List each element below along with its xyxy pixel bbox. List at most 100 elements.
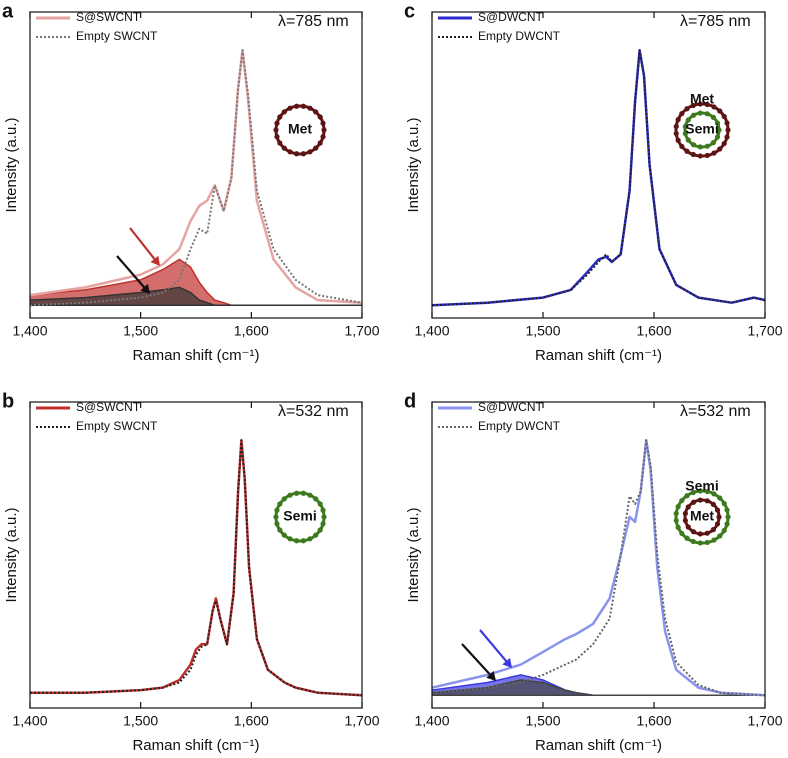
tube-atom [710,140,716,146]
arrow-head [486,670,496,681]
tube-atom [293,490,300,496]
tube-atom [716,127,722,133]
tube-atom [724,521,730,527]
tube-atom [673,517,679,524]
tube-atom [721,113,727,120]
area [30,286,362,307]
tube-atom [716,514,722,520]
annotation: λ=532 nm [278,403,349,420]
tube-atom [710,527,716,533]
tube-atom [714,507,721,513]
plot-area [30,438,362,697]
x-axis-label: Raman shift (cm⁻¹) [132,347,259,364]
arrow-shaft [116,255,147,291]
tube-atom [682,517,688,524]
x-axis-label: Raman shift (cm⁻¹) [535,737,662,754]
annotation: λ=785 nm [278,13,349,30]
x-tick-label: 1,700 [344,323,379,339]
tube-atom [287,105,293,111]
tube-atom [274,521,280,527]
tube-atom [704,488,710,495]
x-tick-label: 1,400 [12,323,47,339]
tube-atom [711,537,717,543]
line [432,49,765,307]
tube-atom [320,507,326,513]
tube-atom [293,103,300,109]
tube-atom [690,538,696,545]
tube-atom [685,117,691,123]
tube-atom [684,106,690,112]
tube-atom [675,524,681,530]
legend-label: S@DWCNT [478,10,544,24]
tube-label: Semi [685,121,718,137]
tube-atom [293,151,300,157]
tube-atom [725,127,731,133]
panel-label: b [2,390,14,412]
panel-label: d [404,390,416,412]
tube-label: Semi [685,478,718,494]
x-tick-label: 1,500 [123,323,158,339]
tube-atom [300,151,307,157]
panel-label: a [2,0,14,22]
tube-atom [287,536,293,542]
tube-atom [679,110,685,117]
legend-label: S@SWCNT [76,400,141,414]
line [30,49,362,307]
panel: 1,400 1,500 1,600 1,700 Raman shift (cm⁻¹) In… [2,390,380,754]
tube-atom [679,497,685,504]
tube-atom [307,105,313,111]
panel: 1,400 1,500 1,600 1,700 Raman shift (cm⁻¹) In… [404,0,783,364]
tube-atom [684,535,690,541]
tube-atom [313,496,319,502]
frame [29,401,363,709]
arrow-shaft [479,629,509,665]
tube-atom [724,120,730,126]
tube-atom [710,114,716,120]
tube-atom [675,117,681,123]
legend-label: S@DWCNT [478,400,544,414]
x-tick-label: 1,500 [123,713,158,729]
tube-atom [274,507,280,513]
tube-atom [711,104,717,110]
x-axis-label: Raman shift (cm⁻¹) [535,347,662,364]
tube-atom [721,140,727,147]
arrow-shaft [461,643,493,678]
tube-atom [293,538,300,544]
tube-atom [685,504,691,510]
tube-atom [711,491,717,497]
tube-atom [717,146,723,152]
arrow-head [150,255,160,266]
tube-atom [682,510,688,517]
tube-atom [317,114,323,120]
tube-atom [287,149,293,155]
tube-atom [682,123,688,130]
tube-atom [690,499,697,505]
line [432,48,765,307]
line [30,48,362,304]
tube-atom [281,532,287,538]
legend-label: S@SWCNT [76,10,141,24]
tube-atom [313,532,319,538]
tube-atom [697,488,703,494]
tube-atom [307,492,313,498]
x-tick-label: 1,700 [747,323,782,339]
plot-area [30,48,362,307]
x-tick-label: 1,700 [344,713,379,729]
tube-atom [317,527,323,533]
tube-atom [675,137,681,143]
tube-atom [721,527,727,534]
panel: 1,400 1,500 1,600 1,700 Raman shift (cm⁻¹) In… [404,390,783,754]
tube-atom [684,148,690,154]
tube-atom [721,500,727,507]
tube-atom [685,137,691,143]
tube-atom [281,145,287,151]
tube-atom [690,102,696,109]
tube-atom [300,490,307,496]
tube-atom [710,501,716,507]
tube-atom [704,539,710,546]
tube-atom [714,134,721,140]
tube-atom [321,127,327,133]
arrow-head [140,283,150,294]
tube-atom [673,510,679,517]
tube-atom [717,495,723,501]
